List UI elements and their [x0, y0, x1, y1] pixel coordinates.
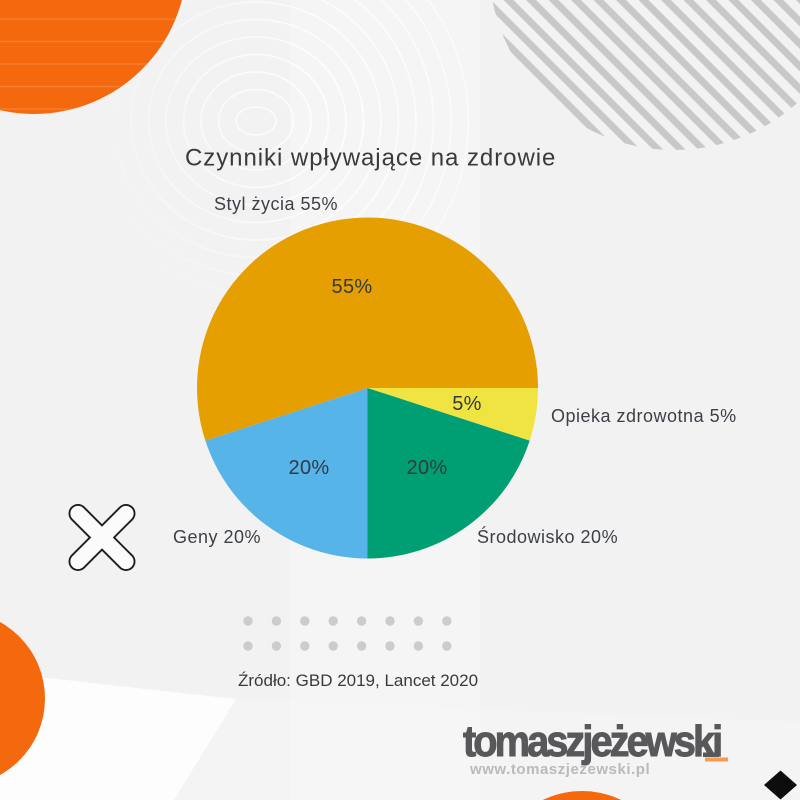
svg-text:Źródło: GBD 2019, Lancet 2020: Źródło: GBD 2019, Lancet 2020 [238, 671, 478, 690]
svg-text:Opieka zdrowotna 5%: Opieka zdrowotna 5% [551, 406, 737, 426]
svg-text:5%: 5% [452, 393, 482, 415]
svg-text:Środowisko 20%: Środowisko 20% [477, 526, 618, 547]
svg-text:55%: 55% [332, 276, 373, 298]
svg-text:20%: 20% [289, 457, 330, 479]
svg-text:tomaszjeżewski: tomaszjeżewski [463, 716, 721, 765]
svg-text:Styl życia 55%: Styl życia 55% [214, 194, 338, 214]
svg-text:Geny 20%: Geny 20% [173, 527, 261, 547]
svg-text:Czynniki wpływające na zdrowie: Czynniki wpływające na zdrowie [185, 145, 556, 172]
svg-text:20%: 20% [407, 457, 448, 479]
svg-text:www.tomaszjezewski.pl: www.tomaszjezewski.pl [469, 761, 650, 778]
